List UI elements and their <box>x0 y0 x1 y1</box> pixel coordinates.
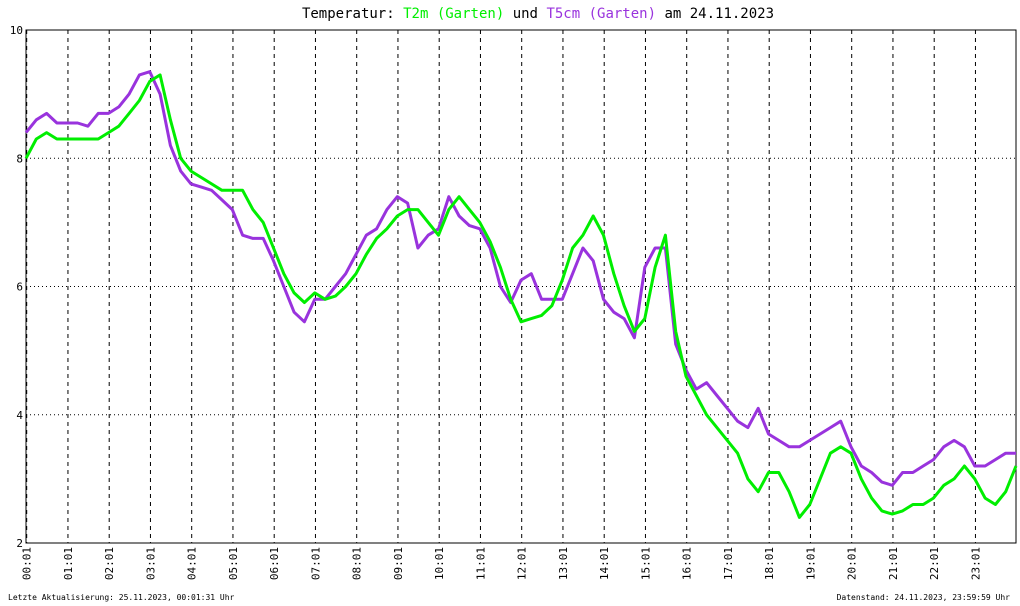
y-tick-label: 10 <box>10 24 23 37</box>
x-tick-label: 09:01 <box>392 547 405 580</box>
x-tick-label: 14:01 <box>598 547 611 580</box>
x-tick-label: 16:01 <box>681 547 694 580</box>
x-tick-label: 23:01 <box>969 547 982 580</box>
x-tick-label: 18:01 <box>763 547 776 580</box>
legend-entry: T5cm (Garten) <box>546 6 656 22</box>
plot-frame <box>25 29 1017 544</box>
legend-entry: T2m (Garten) <box>403 6 504 22</box>
x-tick-label: 15:01 <box>639 547 652 580</box>
footer-update: Letzte Aktualisierung: 25.11.2023, 00:01… <box>8 593 235 602</box>
x-tick-label: 10:01 <box>433 547 446 580</box>
x-tick-label: 19:01 <box>804 547 817 580</box>
x-tick-label: 12:01 <box>516 547 529 580</box>
footer-data-state: Datenstand: 24.11.2023, 23:59:59 Uhr <box>837 593 1011 602</box>
x-tick-label: 21:01 <box>887 547 900 580</box>
x-tick-label: 07:01 <box>309 547 322 580</box>
x-tick-label: 20:01 <box>846 547 859 580</box>
x-tick-label: 06:01 <box>268 547 281 580</box>
title-part: und <box>513 6 538 22</box>
y-tick-label: 8 <box>16 152 23 165</box>
x-tick-label: 08:01 <box>351 547 364 580</box>
x-tick-label: 11:01 <box>474 547 487 580</box>
x-tick-label: 04:01 <box>186 547 199 580</box>
title-part: Temperatur: <box>302 6 395 22</box>
x-tick-label: 03:01 <box>144 547 157 580</box>
y-tick-label: 6 <box>16 281 23 294</box>
x-tick-label: 05:01 <box>227 547 240 580</box>
x-tick-label: 22:01 <box>928 547 941 580</box>
chart-title: Temperatur: T2m (Garten) und T5cm (Garte… <box>302 6 774 22</box>
series-line <box>24 73 1018 519</box>
x-tick-label: 00:01 <box>21 547 34 580</box>
x-tick-label: 01:01 <box>62 547 75 580</box>
title-part: am 24.11.2023 <box>664 6 774 22</box>
x-tick-label: 02:01 <box>103 547 116 580</box>
y-tick-label: 2 <box>16 537 23 550</box>
series-line <box>24 70 1016 487</box>
x-tick-label: 17:01 <box>722 547 735 580</box>
x-tick-label: 13:01 <box>557 547 570 580</box>
y-tick-label: 4 <box>16 409 23 422</box>
